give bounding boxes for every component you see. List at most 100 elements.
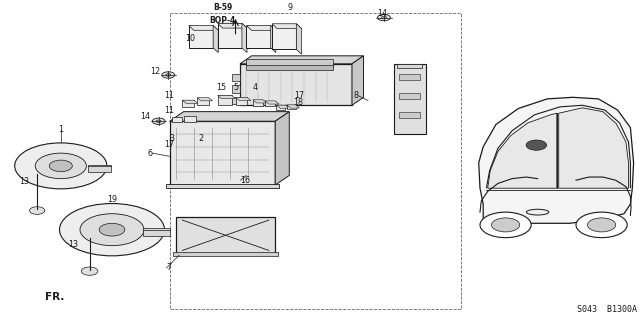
Text: 16: 16 xyxy=(241,176,251,185)
Text: 9: 9 xyxy=(288,4,293,12)
Text: 14: 14 xyxy=(140,112,150,121)
Text: S043  B1300A: S043 B1300A xyxy=(577,305,637,314)
Polygon shape xyxy=(271,26,276,53)
Text: 17: 17 xyxy=(294,91,305,100)
Polygon shape xyxy=(189,26,218,30)
Circle shape xyxy=(80,214,144,246)
Text: 12: 12 xyxy=(150,67,160,76)
Text: 13: 13 xyxy=(68,240,79,249)
Bar xyxy=(143,228,170,236)
Circle shape xyxy=(15,143,107,189)
Circle shape xyxy=(60,204,164,256)
Circle shape xyxy=(526,140,547,150)
Text: 4: 4 xyxy=(253,83,258,92)
Bar xyxy=(197,98,209,105)
Bar xyxy=(265,101,275,106)
Polygon shape xyxy=(236,97,251,100)
Circle shape xyxy=(99,223,125,236)
Polygon shape xyxy=(197,98,212,101)
Bar xyxy=(182,100,194,107)
Polygon shape xyxy=(240,56,364,64)
Circle shape xyxy=(81,267,98,275)
Text: 7: 7 xyxy=(166,263,172,272)
Bar xyxy=(232,85,240,93)
Bar xyxy=(184,116,196,122)
Polygon shape xyxy=(276,105,289,108)
Polygon shape xyxy=(559,108,628,188)
Bar xyxy=(218,23,242,48)
Circle shape xyxy=(378,14,390,21)
Bar xyxy=(397,64,422,68)
Circle shape xyxy=(152,118,165,124)
Bar xyxy=(218,95,232,105)
Circle shape xyxy=(156,120,161,122)
Text: 14: 14 xyxy=(378,9,388,18)
Text: 11: 11 xyxy=(164,106,174,115)
Circle shape xyxy=(166,74,171,76)
Polygon shape xyxy=(218,95,236,99)
Polygon shape xyxy=(218,23,247,28)
Bar xyxy=(173,252,278,256)
Bar xyxy=(236,97,247,105)
Circle shape xyxy=(588,218,616,232)
Bar xyxy=(189,26,213,48)
Bar xyxy=(253,100,263,106)
Text: B-59: B-59 xyxy=(213,4,232,12)
Bar xyxy=(287,105,296,109)
Bar xyxy=(246,26,271,48)
Bar xyxy=(394,64,426,134)
Bar xyxy=(272,24,296,49)
Text: 15: 15 xyxy=(216,83,227,92)
Polygon shape xyxy=(488,113,557,188)
Polygon shape xyxy=(246,26,276,30)
Bar xyxy=(232,74,240,81)
Polygon shape xyxy=(479,97,634,223)
Bar xyxy=(246,65,333,70)
Bar xyxy=(399,93,420,99)
Bar xyxy=(88,165,111,172)
Polygon shape xyxy=(275,112,289,185)
Bar xyxy=(399,74,420,80)
Text: 3: 3 xyxy=(169,134,174,143)
Circle shape xyxy=(492,218,520,232)
Text: 18: 18 xyxy=(293,98,303,107)
Circle shape xyxy=(29,207,45,214)
Text: 8: 8 xyxy=(353,91,358,100)
Bar xyxy=(172,117,182,122)
Text: 19: 19 xyxy=(107,195,117,204)
Circle shape xyxy=(49,160,72,172)
Bar xyxy=(166,184,279,188)
Polygon shape xyxy=(253,100,267,103)
Bar xyxy=(276,105,285,110)
Circle shape xyxy=(480,212,531,238)
Bar xyxy=(170,121,275,185)
Polygon shape xyxy=(352,56,364,105)
Polygon shape xyxy=(272,24,301,29)
Circle shape xyxy=(35,153,86,179)
Polygon shape xyxy=(287,105,300,108)
Text: FR.: FR. xyxy=(45,292,64,302)
Bar xyxy=(246,59,333,67)
Text: BOP-4: BOP-4 xyxy=(209,16,236,25)
Ellipse shape xyxy=(526,209,549,215)
Polygon shape xyxy=(296,24,301,54)
Polygon shape xyxy=(213,26,218,53)
Polygon shape xyxy=(182,100,198,103)
Circle shape xyxy=(576,212,627,238)
Text: 5: 5 xyxy=(234,83,239,92)
Bar xyxy=(240,64,352,105)
Text: 10: 10 xyxy=(186,34,196,43)
Bar xyxy=(176,217,275,254)
Polygon shape xyxy=(170,112,289,121)
Circle shape xyxy=(162,72,175,78)
Text: 17: 17 xyxy=(164,140,174,149)
Text: 1: 1 xyxy=(58,125,63,134)
Circle shape xyxy=(381,16,387,19)
Polygon shape xyxy=(265,101,279,104)
Bar xyxy=(399,112,420,118)
Text: 6: 6 xyxy=(147,149,152,158)
Text: 11: 11 xyxy=(164,91,174,100)
Polygon shape xyxy=(242,23,247,53)
Text: 2: 2 xyxy=(198,134,204,143)
Bar xyxy=(232,97,240,104)
